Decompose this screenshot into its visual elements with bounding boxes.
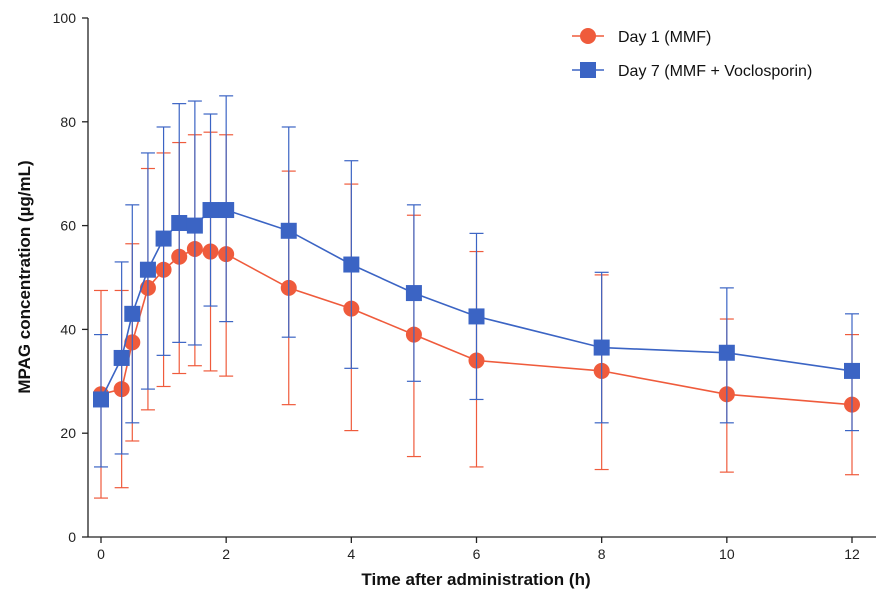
y-tick-label: 20 xyxy=(60,425,76,441)
data-point-day7 xyxy=(139,261,156,278)
y-tick-label: 40 xyxy=(60,321,76,337)
markers-day7 xyxy=(93,202,860,408)
x-tick-label: 10 xyxy=(719,546,735,562)
plot-area xyxy=(93,95,860,499)
data-point-day7 xyxy=(844,362,860,379)
data-point-day7 xyxy=(405,285,422,302)
data-point-day7 xyxy=(93,391,109,408)
x-tick-label: 2 xyxy=(222,546,230,562)
legend-label-day1: Day 1 (MMF) xyxy=(618,29,711,46)
x-tick-label: 0 xyxy=(97,546,105,562)
y-tick-label: 100 xyxy=(53,10,77,26)
y-ticks: 0 20 40 60 80 100 xyxy=(53,10,88,545)
x-tick-label: 12 xyxy=(844,546,860,562)
legend-item-day1: Day 1 (MMF) xyxy=(572,28,711,46)
legend-label-day7: Day 7 (MMF + Voclosporin) xyxy=(618,63,812,80)
data-point-day7 xyxy=(218,202,235,219)
y-tick-label: 60 xyxy=(60,218,76,234)
series-day7 xyxy=(93,95,860,468)
data-point-day7 xyxy=(343,256,360,273)
x-tick-label: 8 xyxy=(598,546,606,562)
data-point-day7 xyxy=(468,308,485,325)
data-point-day7 xyxy=(155,230,172,247)
y-tick-label: 0 xyxy=(68,529,76,545)
y-axis: 0 20 40 60 80 100 xyxy=(53,10,89,545)
x-axis: 0 2 4 6 8 10 12 xyxy=(88,536,876,562)
x-tick-label: 4 xyxy=(347,546,355,562)
x-tick-label: 6 xyxy=(473,546,481,562)
legend: Day 1 (MMF) Day 7 (MMF + Voclosporin) xyxy=(572,28,812,80)
legend-marker-day7 xyxy=(580,62,596,78)
data-point-day7 xyxy=(202,202,219,219)
x-axis-title: Time after administration (h) xyxy=(361,570,590,589)
data-point-day7 xyxy=(186,217,203,234)
legend-item-day7: Day 7 (MMF + Voclosporin) xyxy=(572,62,812,80)
data-point-day7 xyxy=(280,222,297,239)
y-axis-title: MPAG concentration (µg/mL) xyxy=(15,160,34,393)
y-tick-label: 80 xyxy=(60,114,76,130)
data-point-day7 xyxy=(113,349,130,366)
legend-marker-day1 xyxy=(580,28,596,44)
data-point-day7 xyxy=(718,344,735,361)
x-ticks: 0 2 4 6 8 10 12 xyxy=(97,537,860,562)
data-point-day7 xyxy=(593,339,610,356)
data-point-day7 xyxy=(171,215,188,232)
data-point-day7 xyxy=(124,305,141,322)
